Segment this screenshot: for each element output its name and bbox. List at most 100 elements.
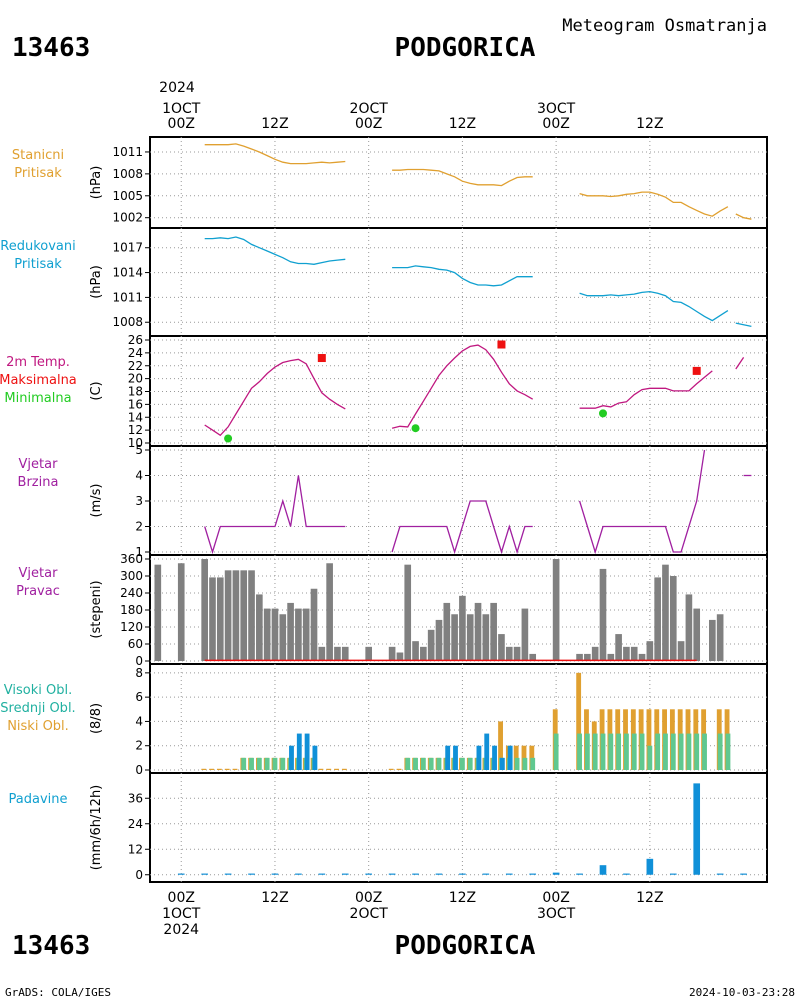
wind-direction-bar	[521, 608, 529, 661]
series-line	[204, 236, 346, 265]
wind-direction-bar	[256, 594, 263, 661]
wind-direction-bar	[576, 653, 583, 661]
cloud-bar	[249, 757, 254, 770]
cloud-bar	[428, 757, 434, 770]
cloud-bar	[522, 757, 528, 770]
cloud-bar	[209, 768, 215, 770]
series-line	[578, 449, 706, 555]
y-tick-label: 6	[135, 690, 143, 704]
series-line	[735, 322, 752, 328]
top-time-label: 00Z	[542, 116, 569, 132]
cloud-bar	[670, 733, 676, 770]
cloud-bar	[576, 672, 582, 770]
panel-precipitation: 0 12 24 36 (mm/6h/12h) Padavine	[9, 772, 767, 882]
wind-direction-bar	[638, 653, 646, 661]
top-time-label: 00Z	[168, 116, 195, 132]
cloud-bar	[592, 733, 598, 770]
y-axis-label: (m/s)	[89, 484, 104, 518]
wind-direction-bar	[662, 564, 669, 661]
panel-label: Niski Obl.	[7, 719, 69, 734]
y-tick-label: 24	[128, 817, 143, 831]
y-tick-label: 8	[135, 666, 143, 680]
max-temp-marker	[317, 354, 326, 363]
wind-direction-bar	[615, 634, 622, 661]
y-tick-label: 26	[128, 333, 143, 347]
y-tick-label: 12	[128, 842, 143, 856]
panel-station_pressure: 1002 1005 1008 1011 (hPa) Stanicni Pritisak	[12, 137, 767, 228]
cloud-bar	[702, 733, 707, 770]
cloud-bar	[507, 745, 513, 770]
wind-direction-bar	[490, 602, 497, 661]
y-tick-label: 180	[120, 603, 143, 617]
wind-direction-bar	[271, 608, 279, 661]
cloud-bar	[312, 745, 318, 770]
wind-direction-bar	[654, 577, 661, 661]
cloud-bar	[600, 733, 606, 770]
panel-label: Vjetar	[19, 457, 59, 472]
wind-direction-bar	[240, 570, 248, 661]
footer-station-id: 13463	[12, 931, 90, 961]
max-temp-marker	[497, 340, 506, 349]
series-line	[735, 357, 745, 370]
precip-bar	[271, 873, 279, 875]
y-tick-label: 1005	[112, 189, 143, 203]
wind-direction-bar	[513, 646, 521, 661]
bottom-time-label: 1OCT	[162, 906, 201, 922]
wind-direction-bar	[341, 646, 349, 661]
panel-label: Vjetar	[19, 566, 59, 581]
cloud-bar	[647, 745, 653, 770]
cloud-bar	[639, 733, 645, 770]
bottom-time-label: 12Z	[261, 890, 288, 906]
precip-bar	[365, 873, 373, 875]
y-tick-label: 12	[128, 423, 143, 437]
panel-label: Stanicni	[12, 148, 64, 163]
cloud-bar	[608, 733, 614, 770]
cloud-bar	[553, 733, 559, 770]
wind-direction-bar	[435, 619, 443, 661]
y-tick-label: 16	[128, 397, 143, 411]
cloud-bar	[241, 757, 247, 770]
wind-direction-bar	[630, 646, 638, 661]
y-tick-label: 120	[120, 620, 143, 634]
wind-direction-bar	[310, 588, 318, 661]
top-time-label: 2OCT	[350, 101, 389, 117]
cloud-bar	[304, 733, 310, 770]
cloud-bar	[498, 721, 503, 770]
panel-label: Minimalna	[4, 391, 71, 406]
y-tick-label: 60	[128, 637, 143, 651]
panel-reduced_pressure: 1008 1011 1014 1017 (hPa) Redukovani Pritisak	[0, 227, 767, 336]
wind-direction-bar	[334, 646, 341, 661]
wind-direction-bar	[693, 608, 701, 661]
cloud-bar	[256, 757, 262, 770]
precip-bar	[482, 873, 490, 875]
cloud-bar	[584, 733, 590, 770]
precip-bar	[388, 873, 396, 875]
y-tick-label: 36	[128, 791, 143, 805]
top-time-label: 12Z	[261, 116, 288, 132]
cloud-bar	[334, 768, 339, 770]
wind-direction-bar	[685, 594, 693, 661]
cloud-bar	[694, 733, 700, 770]
header-station-name: PODGORICA	[395, 33, 536, 63]
y-tick-label: 360	[120, 552, 143, 566]
wind-direction-bar	[295, 608, 302, 661]
cloud-bar	[280, 757, 286, 770]
y-tick-label: 1017	[112, 241, 143, 255]
precip-bar	[716, 873, 724, 875]
panel-wind_direction: 0 60 120 180 240 300 360 (stepeni) Vjetar Pravac	[16, 552, 767, 668]
precip-bar	[248, 873, 255, 875]
wind-direction-bar	[412, 641, 419, 661]
wind-direction-bar	[209, 577, 216, 661]
y-tick-label: 3	[135, 494, 143, 508]
wind-direction-bar	[482, 614, 490, 661]
precip-bar	[295, 873, 302, 875]
y-axis-label: (stepeni)	[89, 580, 104, 638]
cloud-bar	[459, 757, 465, 770]
header-station-id: 13463	[12, 33, 90, 63]
cloud-bar	[492, 745, 497, 770]
series-line	[204, 358, 346, 437]
cloud-bar	[272, 757, 278, 770]
max-temp-marker	[692, 366, 701, 375]
series-line	[204, 143, 346, 165]
